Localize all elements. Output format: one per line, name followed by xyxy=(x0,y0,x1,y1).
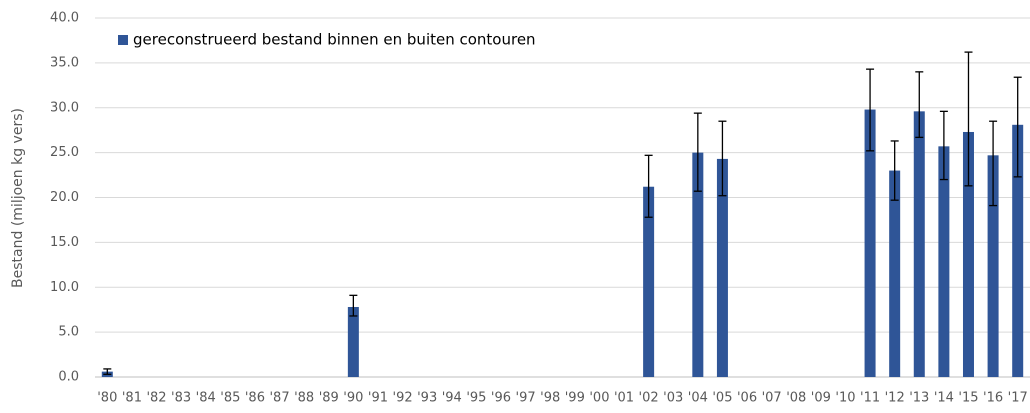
x-tick-label: '17 xyxy=(1008,391,1028,406)
x-tick-label: '85 xyxy=(220,391,240,406)
x-tick-label: '04 xyxy=(688,391,708,406)
x-tick-label: '99 xyxy=(565,391,585,406)
y-tick-label: 5.0 xyxy=(58,325,79,340)
x-tick-label: '11 xyxy=(860,391,880,406)
y-tick-label: 0.0 xyxy=(58,370,79,385)
x-tick-label: '12 xyxy=(885,391,905,406)
x-tick-label: '92 xyxy=(393,391,413,406)
y-axis-label: Bestand (miljoen kg vers) xyxy=(10,108,26,288)
x-tick-label: '16 xyxy=(983,391,1003,406)
x-tick-label: '82 xyxy=(146,391,166,406)
legend-label: gereconstrueerd bestand binnen en buiten… xyxy=(133,31,536,49)
x-tick-label: '83 xyxy=(171,391,191,406)
bar xyxy=(347,306,359,377)
x-tick-label: '86 xyxy=(245,391,265,406)
x-tick-label: '84 xyxy=(196,391,216,406)
x-tick-label: '00 xyxy=(589,391,609,406)
legend-swatch xyxy=(118,35,128,45)
y-tick-label: 40.0 xyxy=(50,11,79,26)
x-tick-label: '13 xyxy=(909,391,929,406)
bar xyxy=(938,146,950,377)
bar xyxy=(864,109,876,378)
x-tick-label: '89 xyxy=(319,391,339,406)
bar xyxy=(1012,124,1024,378)
x-tick-label: '14 xyxy=(934,391,954,406)
x-tick-label: '93 xyxy=(417,391,437,406)
x-tick-label: '02 xyxy=(639,391,659,406)
y-tick-label: 35.0 xyxy=(50,55,79,70)
y-tick-label: 25.0 xyxy=(50,145,79,160)
bar xyxy=(889,170,901,377)
y-tick-label: 10.0 xyxy=(50,280,79,295)
x-tick-label: '05 xyxy=(712,391,732,406)
bar xyxy=(692,152,704,377)
x-tick-label: '90 xyxy=(343,391,363,406)
x-tick-label: '81 xyxy=(122,391,142,406)
bar xyxy=(962,131,974,377)
x-tick-label: '95 xyxy=(466,391,486,406)
x-tick-label: '03 xyxy=(663,391,683,406)
x-tick-label: '94 xyxy=(442,391,462,406)
bar xyxy=(913,111,925,377)
x-tick-label: '09 xyxy=(811,391,831,406)
bar xyxy=(716,158,728,377)
x-tick-label: '80 xyxy=(97,391,117,406)
bar xyxy=(987,155,999,377)
x-tick-label: '06 xyxy=(737,391,757,406)
x-tick-label: '91 xyxy=(368,391,388,406)
y-tick-label: 15.0 xyxy=(50,235,79,250)
y-tick-label: 30.0 xyxy=(50,100,79,115)
x-tick-label: '88 xyxy=(294,391,314,406)
x-tick-label: '87 xyxy=(269,391,289,406)
x-tick-label: '10 xyxy=(835,391,855,406)
x-tick-label: '07 xyxy=(762,391,782,406)
bar xyxy=(643,186,655,377)
x-tick-label: '08 xyxy=(786,391,806,406)
x-tick-label: '98 xyxy=(540,391,560,406)
x-tick-label: '01 xyxy=(614,391,634,406)
x-tick-label: '15 xyxy=(958,391,978,406)
x-tick-label: '97 xyxy=(516,391,536,406)
x-tick-label: '96 xyxy=(491,391,511,406)
y-tick-label: 20.0 xyxy=(50,190,79,205)
